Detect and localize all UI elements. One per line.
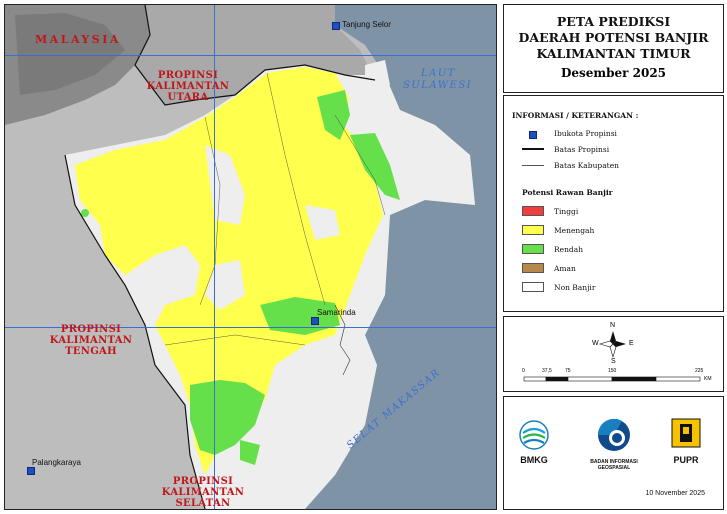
bmkg-logo-icon <box>519 420 549 450</box>
legend-label-tinggi: Tinggi <box>554 206 579 216</box>
legend-label-province-border: Batas Propinsi <box>554 144 610 154</box>
logos-canvas <box>519 418 701 451</box>
legend-label-regency-border: Batas Kabupaten <box>554 160 619 170</box>
legend-label-aman: Aman <box>554 263 576 273</box>
compass-scale-canvas <box>523 331 701 382</box>
legend-item-capital: Ibukota Propinsi <box>522 127 617 139</box>
title-period: Desember 2025 <box>560 66 667 80</box>
map-canvas <box>5 5 496 509</box>
swatch-menengah <box>522 225 544 235</box>
sea-label-sulawesi: SULAWESI <box>403 80 473 91</box>
region-label-kaltara: PROPINSI KALIMANTAN UTARA <box>146 70 230 103</box>
scale-tick-3: 150 <box>608 368 617 374</box>
country-label-malaysia: MALAYSIA <box>35 33 121 46</box>
legend-item-regency-border: Batas Kabupaten <box>522 159 619 171</box>
title-line-3: KALIMANTAN TIMUR <box>536 46 691 61</box>
title-line-2: DAERAH POTENSI BANJIR <box>518 30 709 45</box>
scale-unit: KM <box>704 376 712 382</box>
scale-tick-2: 75 <box>565 368 571 374</box>
sea-label-laut: LAUT <box>421 68 456 79</box>
rendah-zone <box>317 90 350 140</box>
city-label-palangkaraya: Palangkaraya <box>32 458 81 467</box>
scale-tick-0: 0 <box>522 368 525 374</box>
compass-s: S <box>611 358 616 365</box>
logo-panel: BMKG BADAN INFORMASI GEOSPASIAL PUPR 10 … <box>503 396 724 510</box>
map-frame[interactable]: MALAYSIA PROPINSI KALIMANTAN UTARA PROPIN… <box>4 4 497 510</box>
city-label-samarinda: Samarinda <box>317 308 356 317</box>
legend-heading: INFORMASI / KETERANGAN : <box>512 111 639 120</box>
legend-panel: INFORMASI / KETERANGAN : Ibukota Propins… <box>503 95 724 312</box>
big-label-line2: GEOSPASIAL <box>597 465 631 471</box>
grid-line-horizontal-top <box>5 55 496 56</box>
legend-item-aman: Aman <box>522 262 576 274</box>
capital-marker-tanjung-selor[interactable] <box>332 22 340 30</box>
capital-icon <box>522 124 544 143</box>
swatch-non-banjir <box>522 282 544 292</box>
grid-line-vertical <box>214 5 215 509</box>
regency-border-icon <box>522 164 544 166</box>
capital-marker-palangkaraya[interactable] <box>27 467 35 475</box>
legend-label-rendah: Rendah <box>554 244 584 254</box>
grid-line-horizontal-mid <box>5 327 496 328</box>
legend-item-tinggi: Tinggi <box>522 205 578 217</box>
city-label-tanjung-selor: Tanjung Selor <box>342 20 391 29</box>
big-logo-icon <box>597 418 630 451</box>
compass-e: E <box>629 340 634 347</box>
bmkg-label: BMKG <box>520 455 548 465</box>
scale-tick-4: 225 <box>695 368 704 374</box>
region-label-kalteng: PROPINSI KALIMANTAN TENGAH <box>49 324 133 357</box>
compass-scale-panel: N S E W 0 37,5 75 150 225 KM <box>503 316 724 392</box>
legend-item-rendah: Rendah <box>522 243 583 255</box>
swatch-tinggi <box>522 206 544 216</box>
scale-tick-1: 37,5 <box>542 368 552 374</box>
title-panel: PETA PREDIKSI DAERAH POTENSI BANJIR KALI… <box>503 4 724 93</box>
compass-n: N <box>610 322 616 329</box>
pupr-logo-icon <box>671 418 701 448</box>
issue-date: 10 November 2025 <box>645 490 705 497</box>
legend-label-capital: Ibukota Propinsi <box>554 128 617 138</box>
sea <box>305 5 496 509</box>
scale-bar <box>523 376 701 382</box>
capital-marker-samarinda[interactable] <box>311 317 319 325</box>
legend-item-menengah: Menengah <box>522 224 594 236</box>
title-line-1: PETA PREDIKSI <box>556 14 671 29</box>
province-border-icon <box>522 148 544 150</box>
legend-item-province-border: Batas Propinsi <box>522 143 609 155</box>
legend-label-menengah: Menengah <box>554 225 595 235</box>
legend-item-non-banjir: Non Banjir <box>522 281 595 293</box>
swatch-rendah <box>522 244 544 254</box>
pupr-label: PUPR <box>673 455 699 465</box>
north-arrow-icon <box>598 331 626 359</box>
compass-w: W <box>592 340 599 347</box>
flood-legend-heading: Potensi Rawan Banjir <box>522 188 613 197</box>
region-label-kalsel: PROPINSI KALIMANTAN SELATAN <box>161 476 245 509</box>
legend-label-non-banjir: Non Banjir <box>554 282 596 292</box>
swatch-aman <box>522 263 544 273</box>
big-label-line1: BADAN INFORMASI <box>590 459 638 465</box>
